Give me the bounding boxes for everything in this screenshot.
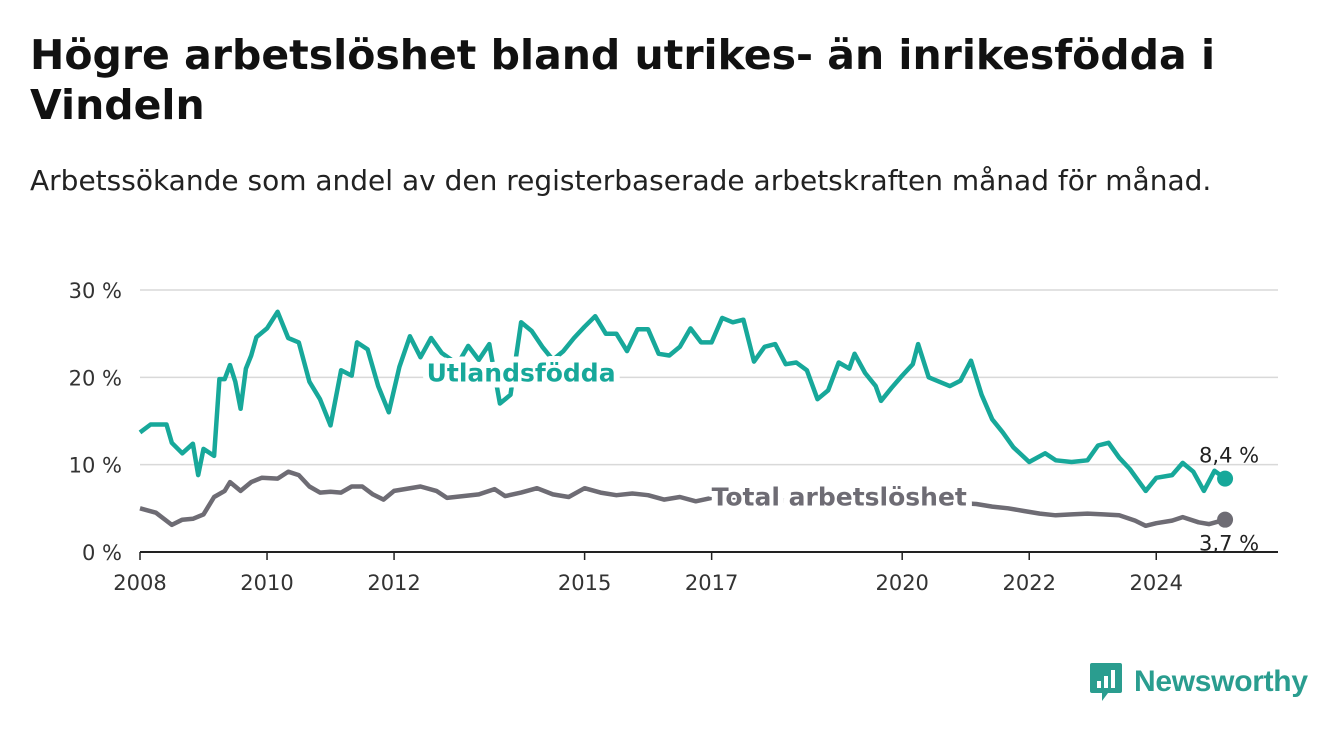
y-tick-label: 10 % bbox=[69, 454, 122, 478]
series-label-0: Utlandsfödda bbox=[427, 359, 616, 388]
x-tick-label: 2012 bbox=[367, 571, 420, 595]
y-tick-label: 30 % bbox=[69, 279, 122, 303]
x-tick-label: 2015 bbox=[558, 571, 611, 595]
label-layer: 8,4 % 3,7 % Utlandsfödda Total arbetslöshet bbox=[421, 353, 1259, 556]
series-end-point-0 bbox=[1217, 470, 1234, 487]
series-line-0 bbox=[138, 309, 1227, 494]
newsworthy-logo-icon bbox=[1090, 663, 1122, 701]
x-tick-label: 2010 bbox=[240, 571, 293, 595]
brand-name: Newsworthy bbox=[1134, 665, 1308, 698]
x-tick-label: 2020 bbox=[875, 571, 928, 595]
brand-logo: Newsworthy bbox=[1088, 660, 1308, 704]
y-tick-label: 0 % bbox=[82, 541, 122, 565]
x-tick-label: 2022 bbox=[1003, 571, 1056, 595]
series-layer bbox=[138, 309, 1234, 529]
series-end-label-0: 8,4 % bbox=[1199, 444, 1259, 468]
y-tick-label: 20 % bbox=[69, 366, 122, 390]
x-tick-label: 2008 bbox=[113, 571, 166, 595]
x-tick-label: 2017 bbox=[685, 571, 738, 595]
chart-subtitle: Arbetssökande som andel av den registerb… bbox=[30, 164, 1212, 197]
x-tick-label: 2024 bbox=[1130, 571, 1183, 595]
chart-title: Högre arbetslöshet bland utrikes- än inr… bbox=[30, 31, 1215, 129]
series-label-1: Total arbetslöshet bbox=[712, 483, 967, 512]
series-end-label-1: 3,7 % bbox=[1199, 532, 1259, 556]
line-chart: 0 % 10 % 20 % 30 % 2008 2010 2012 2015 2017 2020 2… bbox=[69, 279, 1278, 595]
series-line-1 bbox=[139, 469, 1226, 529]
gridlines: 0 % 10 % 20 % 30 % 2008 2010 2012 2015 2017 2020 2… bbox=[69, 279, 1278, 595]
series-end-point-1 bbox=[1217, 511, 1234, 528]
